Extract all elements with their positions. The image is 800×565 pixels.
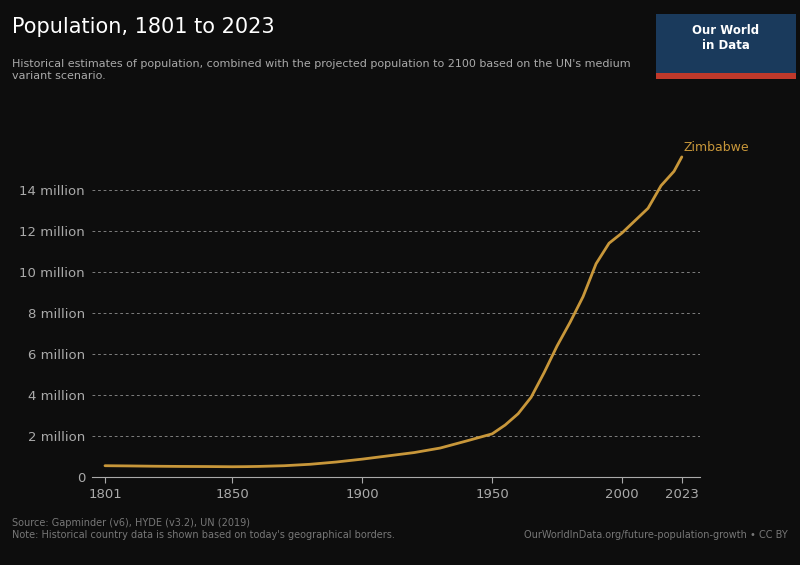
Text: Population, 1801 to 2023: Population, 1801 to 2023 <box>12 17 274 37</box>
Text: OurWorldInData.org/future-population-growth • CC BY: OurWorldInData.org/future-population-gro… <box>524 529 788 540</box>
Text: Historical estimates of population, combined with the projected population to 21: Historical estimates of population, comb… <box>12 59 630 81</box>
Text: Our World
in Data: Our World in Data <box>693 24 759 53</box>
Text: Source: Gapminder (v6), HYDE (v3.2), UN (2019)
Note: Historical country data is : Source: Gapminder (v6), HYDE (v3.2), UN … <box>12 518 395 540</box>
Text: Zimbabwe: Zimbabwe <box>683 141 749 154</box>
